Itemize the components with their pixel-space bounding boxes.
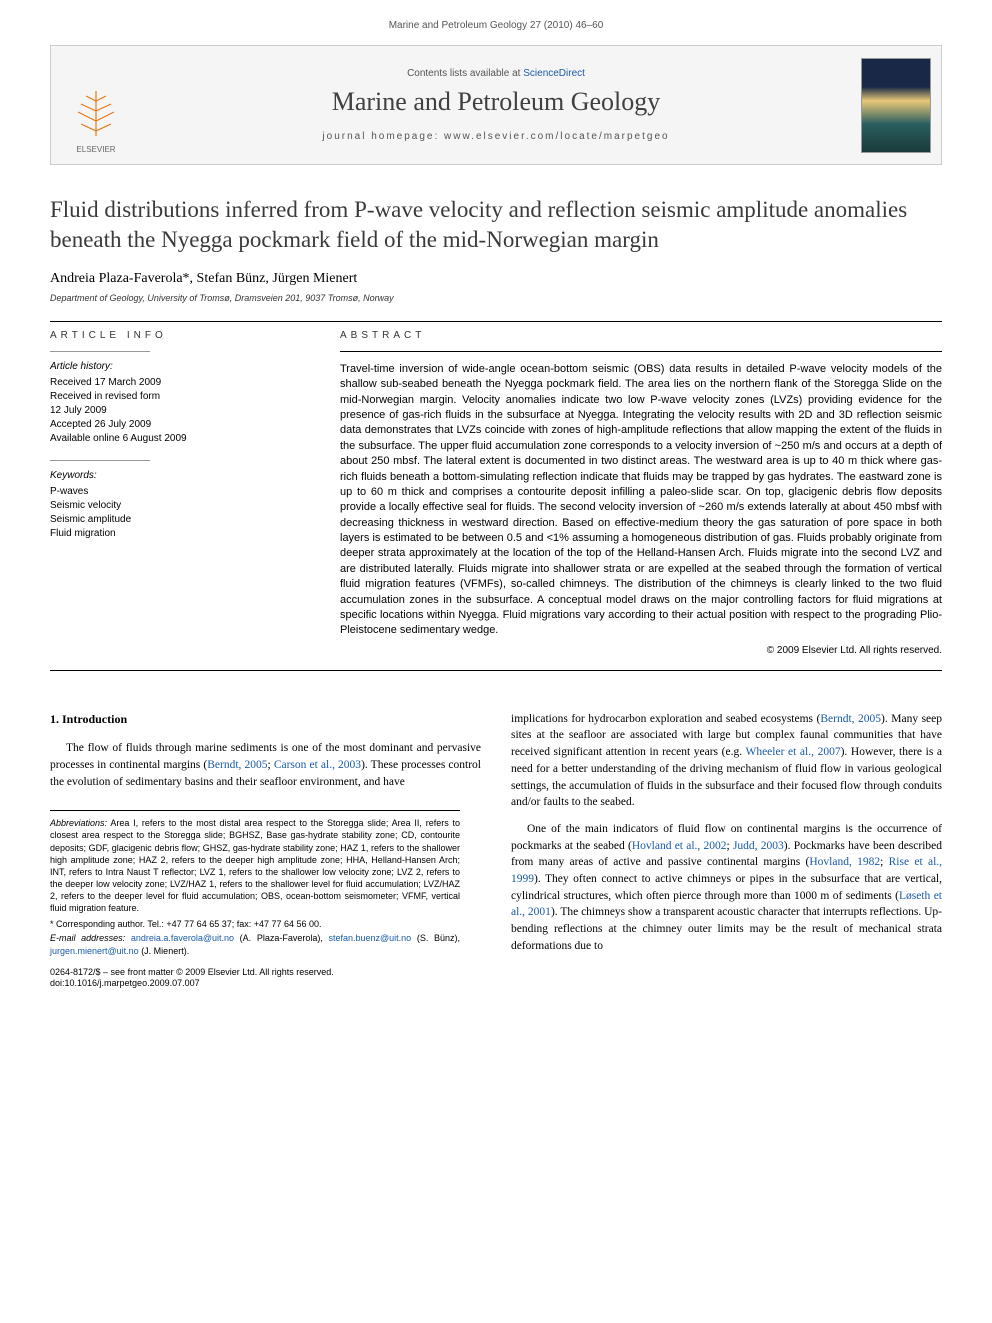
article-title: Fluid distributions inferred from P-wave… bbox=[50, 195, 942, 255]
contents-available-line: Contents lists available at ScienceDirec… bbox=[407, 68, 585, 79]
citation-link[interactable]: Hovland, 1982 bbox=[809, 856, 880, 868]
article-body: 1. Introduction The flow of fluids throu… bbox=[50, 711, 942, 990]
citation-link[interactable]: Hovland et al., 2002 bbox=[632, 840, 727, 852]
svg-text:ELSEVIER: ELSEVIER bbox=[76, 145, 115, 154]
divider bbox=[50, 670, 942, 671]
corresponding-author: * Corresponding author. Tel.: +47 77 64 … bbox=[50, 918, 460, 930]
citation-link[interactable]: Wheeler et al., 2007 bbox=[745, 746, 840, 758]
footnotes-block: Abbreviations: Area I, refers to the mos… bbox=[50, 810, 460, 990]
header-citation: Marine and Petroleum Geology 27 (2010) 4… bbox=[50, 20, 942, 31]
elsevier-tree-icon: ELSEVIER bbox=[66, 86, 126, 156]
intro-paragraph-3: One of the main indicators of fluid flow… bbox=[511, 821, 942, 954]
sciencedirect-link[interactable]: ScienceDirect bbox=[523, 68, 585, 79]
intro-paragraph-1: The flow of fluids through marine sedime… bbox=[50, 740, 481, 790]
doi-block: 0264-8172/$ – see front matter © 2009 El… bbox=[50, 967, 460, 990]
email-addresses: E-mail addresses: andreia.a.faverola@uit… bbox=[50, 932, 460, 956]
keywords-block: Keywords: P-waves Seismic velocity Seism… bbox=[50, 469, 310, 541]
author-list: Andreia Plaza-Faverola*, Stefan Bünz, Jü… bbox=[50, 271, 942, 287]
intro-paragraph-2: implications for hydrocarbon exploration… bbox=[511, 711, 942, 811]
affiliation: Department of Geology, University of Tro… bbox=[50, 293, 942, 303]
article-history: Article history: Received 17 March 2009 … bbox=[50, 360, 310, 446]
publisher-logo: ELSEVIER bbox=[51, 46, 141, 164]
article-info-label: ARTICLE INFO bbox=[50, 330, 310, 341]
section-heading-intro: 1. Introduction bbox=[50, 711, 481, 728]
abbreviations: Abbreviations: Area I, refers to the mos… bbox=[50, 817, 460, 914]
abstract-label: ABSTRACT bbox=[340, 330, 942, 341]
divider bbox=[50, 321, 942, 322]
copyright-line: © 2009 Elsevier Ltd. All rights reserved… bbox=[340, 645, 942, 656]
abstract-column: ABSTRACT Travel-time inversion of wide-a… bbox=[340, 330, 942, 656]
journal-homepage: journal homepage: www.elsevier.com/locat… bbox=[322, 131, 669, 142]
citation-link[interactable]: Berndt, 2005 bbox=[820, 713, 881, 725]
citation-link[interactable]: Carson et al., 2003 bbox=[274, 759, 361, 771]
journal-banner: ELSEVIER Contents lists available at Sci… bbox=[50, 45, 942, 165]
divider bbox=[340, 351, 942, 352]
abstract-text: Travel-time inversion of wide-angle ocea… bbox=[340, 362, 942, 639]
email-link[interactable]: andreia.a.faverola@uit.no bbox=[131, 933, 234, 943]
journal-cover-thumb bbox=[851, 46, 941, 164]
journal-name: Marine and Petroleum Geology bbox=[332, 87, 661, 117]
citation-link[interactable]: Berndt, 2005 bbox=[207, 759, 267, 771]
email-link[interactable]: stefan.buenz@uit.no bbox=[329, 933, 412, 943]
info-divider bbox=[50, 351, 150, 352]
email-link[interactable]: jurgen.mienert@uit.no bbox=[50, 946, 139, 956]
info-divider bbox=[50, 460, 150, 461]
article-info-column: ARTICLE INFO Article history: Received 1… bbox=[50, 330, 310, 656]
citation-link[interactable]: Judd, 2003 bbox=[733, 840, 784, 852]
